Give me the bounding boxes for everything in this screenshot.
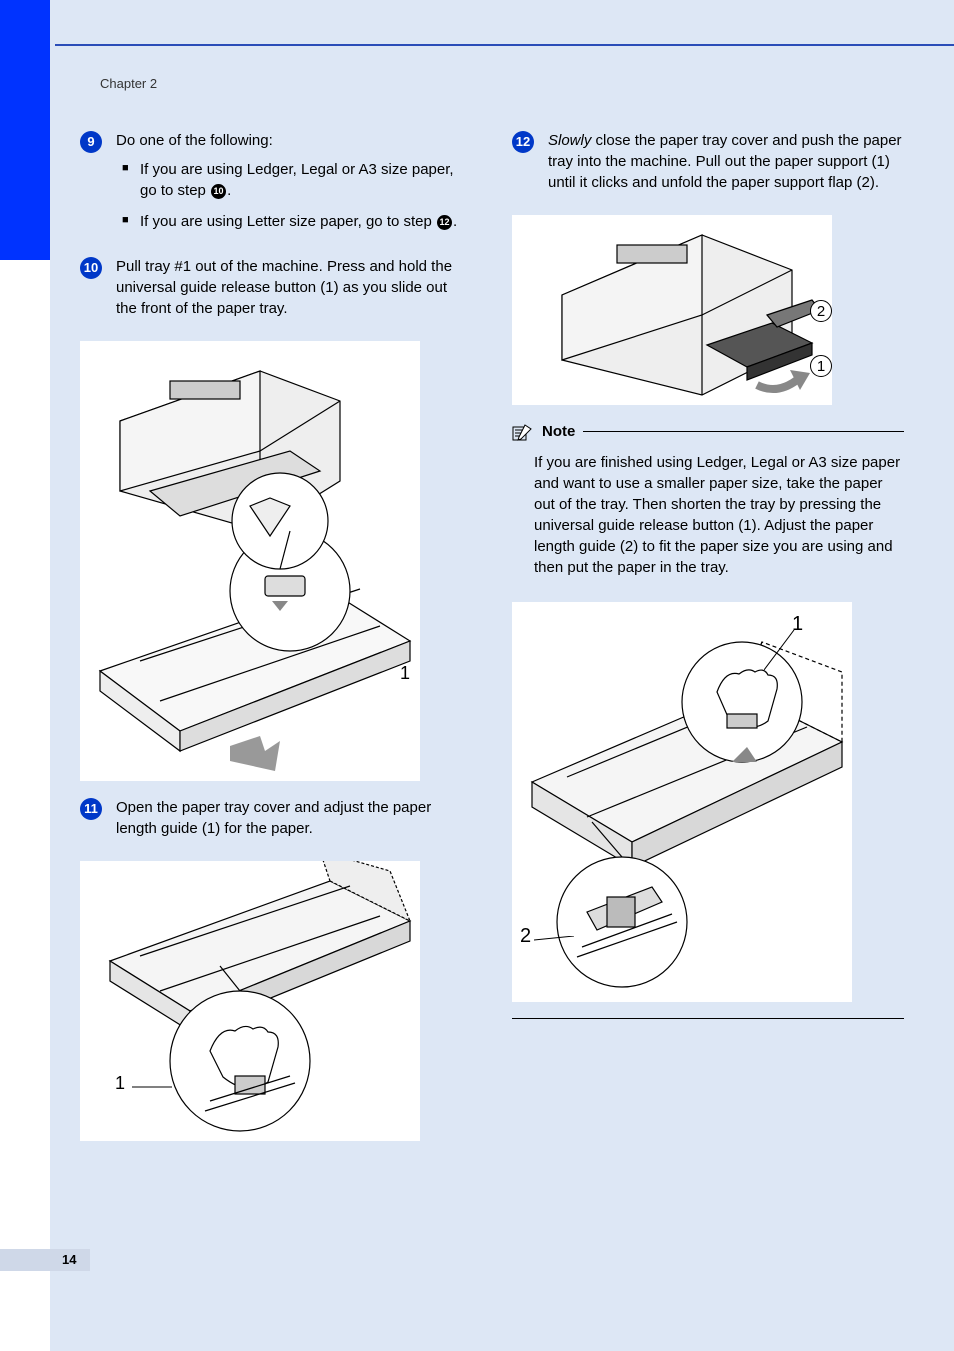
note-footer-line	[512, 1018, 904, 1019]
step-10: 10 Pull tray #1 out of the machine. Pres…	[80, 256, 472, 327]
note-header-line	[583, 431, 904, 432]
callout-leader-line	[764, 630, 804, 670]
step-9-bullet-1: If you are using Ledger, Legal or A3 siz…	[122, 159, 472, 201]
step-9: 9 Do one of the following: If you are us…	[80, 130, 472, 242]
step-number-badge: 9	[80, 131, 102, 153]
step-11: 11 Open the paper tray cover and adjust …	[80, 797, 472, 847]
inline-step-ref-icon: 12	[437, 215, 452, 230]
figure-callout-1: 1	[400, 661, 410, 686]
note-block: Note If you are finished using Ledger, L…	[512, 421, 904, 1019]
callout-leader-line	[534, 936, 574, 944]
printer-tray-illustration-icon	[80, 341, 420, 781]
callout-leader-line	[132, 1083, 172, 1091]
note-header: Note	[512, 421, 904, 442]
figure-step-12: 2 1	[512, 215, 904, 405]
step-11-body: Open the paper tray cover and adjust the…	[116, 797, 472, 847]
figure-step-10: 1	[80, 341, 472, 781]
printer-support-illustration-icon	[512, 215, 832, 405]
figure-callout-1: 1	[115, 1071, 125, 1096]
note-body: If you are finished using Ledger, Legal …	[512, 448, 904, 594]
page-number-tab	[0, 1249, 90, 1271]
step-number-badge: 11	[80, 798, 102, 820]
step-12: 12 Slowly close the paper tray cover and…	[512, 130, 904, 201]
step-9-intro: Do one of the following:	[116, 130, 472, 151]
figure-callout-1: 1	[810, 355, 832, 377]
note-icon	[512, 423, 534, 441]
blue-sidebar	[0, 0, 50, 260]
paper-guide-illustration-icon	[80, 861, 420, 1141]
step-11-text: Open the paper tray cover and adjust the…	[116, 797, 472, 839]
step-9-bullets: If you are using Ledger, Legal or A3 siz…	[116, 159, 472, 232]
left-column: 9 Do one of the following: If you are us…	[80, 130, 472, 1157]
step-12-body: Slowly close the paper tray cover and pu…	[548, 130, 904, 201]
figure-callout-2: 2	[810, 300, 832, 322]
step-number-badge: 10	[80, 257, 102, 279]
content-columns: 9 Do one of the following: If you are us…	[80, 130, 904, 1157]
figure-callout-2: 2	[520, 922, 531, 950]
figure-step-11: 1	[80, 861, 472, 1141]
step-9-body: Do one of the following: If you are usin…	[116, 130, 472, 242]
inline-step-ref-icon: 10	[211, 184, 226, 199]
step-10-text: Pull tray #1 out of the machine. Press a…	[116, 256, 472, 319]
chapter-label: Chapter 2	[100, 75, 157, 93]
step-10-body: Pull tray #1 out of the machine. Press a…	[116, 256, 472, 327]
figure-note: 1 2	[512, 602, 904, 1002]
header-rule	[55, 44, 954, 46]
step-12-text: Slowly close the paper tray cover and pu…	[548, 130, 904, 193]
step-9-bullet-2: If you are using Letter size paper, go t…	[122, 211, 472, 232]
note-title: Note	[542, 421, 575, 442]
page-number: 14	[62, 1251, 76, 1269]
step-number-badge: 12	[512, 131, 534, 153]
right-column: 12 Slowly close the paper tray cover and…	[512, 130, 904, 1157]
